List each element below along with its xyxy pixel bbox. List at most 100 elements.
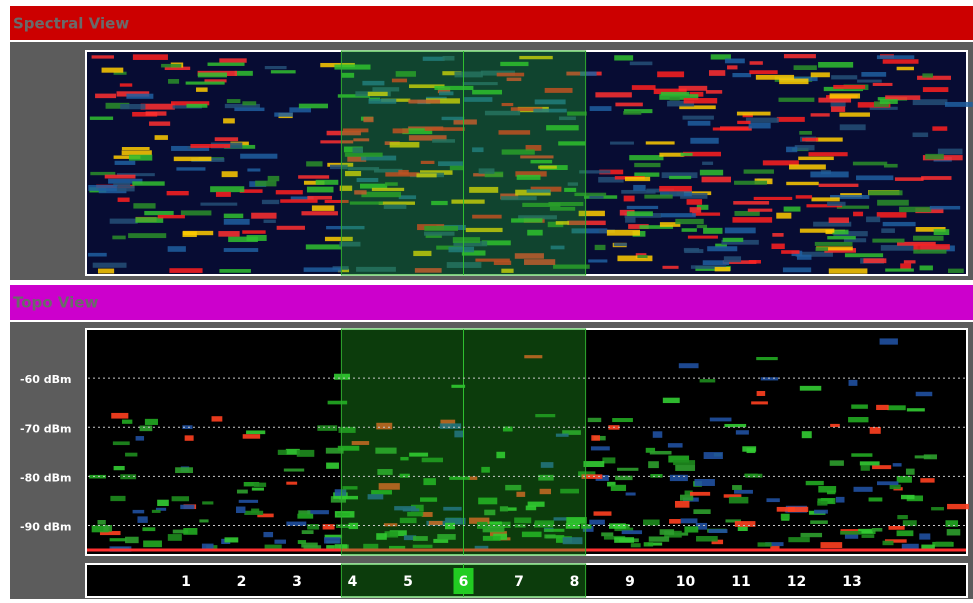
noise-dot: [315, 179, 339, 185]
noise-dot: [330, 164, 348, 170]
noise-dot: [848, 417, 869, 423]
noise-dot: [736, 111, 771, 116]
noise-dot: [267, 175, 280, 182]
noise-dot: [285, 448, 300, 455]
noise-dot: [742, 446, 757, 452]
noise-dot: [810, 113, 830, 117]
noise-dot: [341, 72, 355, 78]
noise-dot: [349, 201, 383, 205]
noise-dot: [913, 244, 950, 250]
noise-dot: [737, 120, 751, 125]
noise-dot: [945, 520, 959, 527]
noise-dot: [593, 511, 612, 516]
noise-dot: [772, 233, 784, 237]
noise-dot: [338, 426, 356, 433]
noise-dot: [516, 491, 526, 497]
noise-dot: [424, 127, 465, 131]
noise-dot: [200, 202, 238, 206]
noise-dot: [558, 116, 576, 121]
noise-dot: [831, 75, 858, 80]
noise-dot: [799, 385, 822, 391]
noise-dot: [151, 509, 161, 513]
y-tick-label: -90 dBm: [20, 521, 71, 534]
channel-label: 2: [237, 574, 247, 590]
noise-dot: [617, 255, 653, 262]
noise-dot: [836, 205, 870, 209]
noise-dot: [399, 517, 417, 524]
noise-dot: [684, 526, 699, 533]
spectral-title: Spectral View: [13, 15, 129, 33]
noise-dot: [324, 534, 343, 539]
noise-dot: [644, 194, 673, 199]
noise-dot: [799, 130, 812, 135]
noise-dot: [843, 238, 867, 243]
noise-dot: [204, 79, 227, 83]
noise-dot: [297, 540, 307, 544]
noise-dot: [756, 357, 778, 361]
noise-dot: [662, 265, 679, 269]
noise-dot: [239, 189, 263, 193]
noise-dot: [811, 197, 840, 202]
noise-dot: [614, 537, 635, 543]
noise-dot: [872, 82, 893, 86]
noise-dot: [734, 210, 760, 216]
noise-dot: [448, 246, 475, 253]
noise-dot: [530, 159, 553, 164]
noise-dot: [283, 468, 305, 472]
noise-dot: [176, 167, 206, 171]
channel-label: 9: [625, 574, 635, 590]
noise-dot: [637, 254, 648, 259]
noise-dot: [686, 199, 703, 205]
noise-dot: [371, 187, 405, 192]
noise-dot: [113, 465, 125, 471]
noise-dot: [500, 61, 529, 67]
noise-dot: [180, 504, 195, 510]
noise-dot: [645, 141, 675, 145]
noise-dot: [643, 519, 660, 526]
noise-dot: [795, 251, 833, 257]
noise-dot: [801, 431, 812, 439]
noise-dot: [342, 486, 358, 490]
noise-dot: [933, 229, 950, 236]
noise-dot: [667, 100, 695, 107]
noise-dot: [844, 253, 884, 258]
noise-dot: [389, 530, 407, 537]
noise-dot: [669, 97, 680, 101]
noise-dot: [795, 195, 813, 199]
noise-dot: [117, 197, 130, 202]
noise-dot: [650, 474, 663, 478]
noise-dot: [238, 499, 259, 503]
noise-dot: [336, 512, 350, 516]
noise-dot: [354, 190, 367, 195]
noise-dot: [919, 265, 933, 271]
noise-dot: [745, 473, 763, 478]
noise-dot: [675, 218, 704, 225]
noise-dot: [906, 495, 924, 502]
noise-dot: [344, 171, 362, 177]
noise-dot: [476, 521, 488, 529]
noise-dot: [805, 480, 824, 486]
noise-dot: [935, 541, 952, 547]
noise-dot: [356, 177, 379, 183]
topo-title: Topo View: [13, 294, 98, 312]
noise-dot: [639, 225, 674, 229]
noise-dot: [114, 160, 136, 165]
noise-dot: [879, 338, 898, 345]
noise-dot: [391, 78, 408, 83]
noise-dot: [900, 494, 915, 500]
noise-dot: [125, 452, 138, 457]
noise-dot: [553, 264, 590, 269]
noise-dot: [815, 247, 829, 252]
noise-dot: [776, 212, 792, 219]
noise-dot: [320, 140, 354, 144]
noise-dot: [451, 384, 466, 388]
noise-dot: [725, 519, 741, 523]
noise-dot: [755, 74, 795, 80]
noise-dot: [601, 532, 614, 537]
noise-dot: [683, 151, 722, 157]
noise-dot: [425, 233, 442, 238]
noise-dot: [475, 258, 510, 262]
noise-dot: [367, 494, 384, 500]
noise-dot: [442, 71, 462, 76]
noise-dot: [224, 103, 260, 109]
